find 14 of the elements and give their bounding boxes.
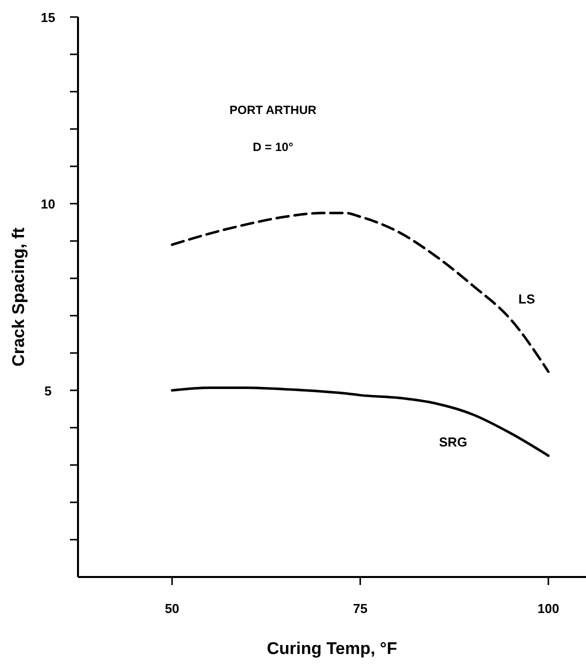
- x-tick-label: 100: [538, 601, 560, 616]
- series-label: SRG: [439, 434, 468, 450]
- y-tick-label: 5: [44, 383, 52, 398]
- series-label: LS: [518, 291, 536, 306]
- line-series: [170, 386, 550, 457]
- annotation: PORT ARTHUR: [230, 103, 317, 117]
- line-series: [170, 212, 550, 373]
- y-axis-title: Crack Spacing, ft: [9, 227, 28, 366]
- annotation: D = 10°: [252, 140, 294, 154]
- x-tick-label: 50: [164, 601, 180, 616]
- y-tick-label: 10: [40, 196, 56, 212]
- x-axis-title: Curing Temp, °F: [266, 639, 398, 658]
- x-tick-label: 75: [352, 601, 368, 616]
- y-tick-label: 15: [40, 10, 56, 25]
